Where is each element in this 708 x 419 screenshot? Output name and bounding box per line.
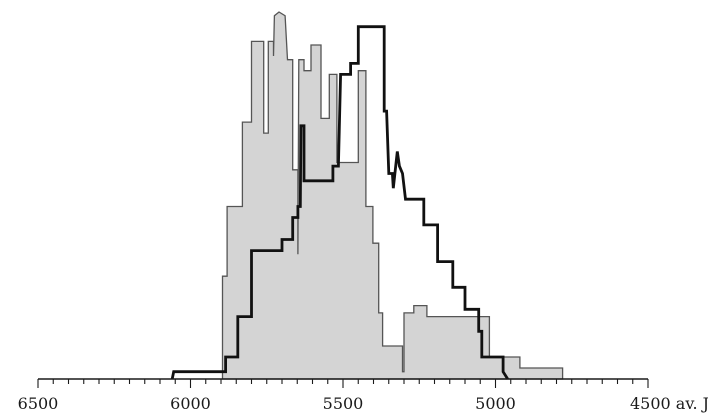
x-axis-ticks (37, 379, 649, 388)
x-tick-label: 6500 (18, 394, 59, 413)
x-tick-label: 6000 (170, 394, 211, 413)
series-area-0 (221, 11, 564, 380)
series-line-1 (170, 25, 509, 380)
x-tick-label: 4500 av. J.-C. (630, 394, 708, 413)
x-tick-label: 5000 (475, 394, 516, 413)
x-axis-tick-labels: 6500 6000 5500 5000 4500 av. J.-C. (18, 394, 708, 413)
x-tick-label: 5500 (323, 394, 364, 413)
plot-area (170, 11, 564, 380)
